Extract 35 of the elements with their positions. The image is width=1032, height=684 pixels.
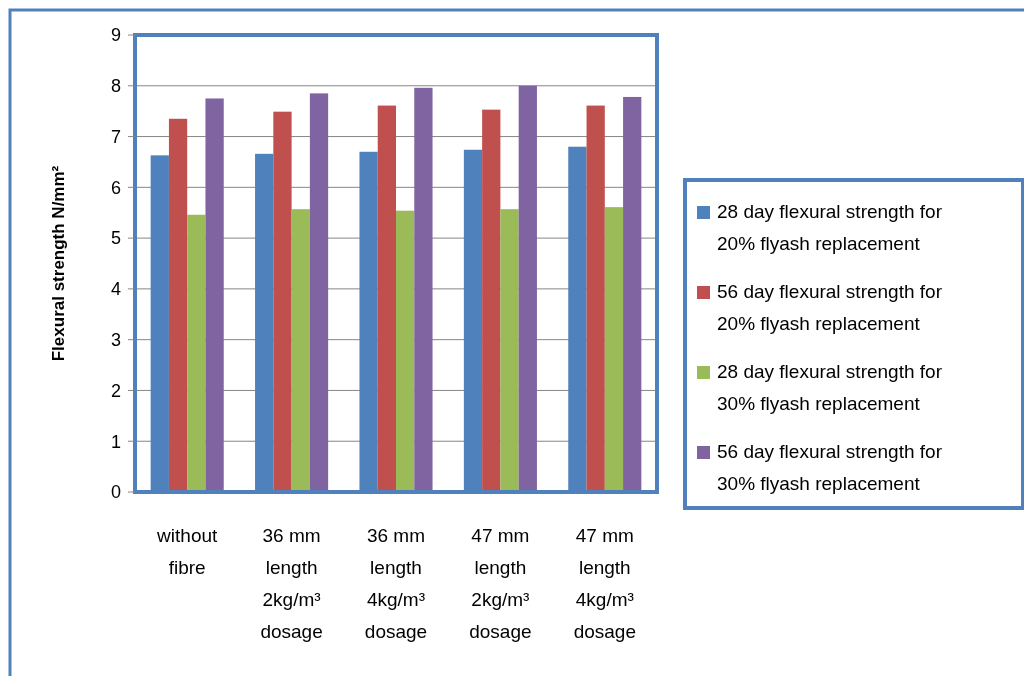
x-tick-label: 47 mm length 2kg/m³ dosage (469, 525, 532, 642)
y-tick-label: 4 (110, 279, 121, 300)
bar (518, 85, 537, 492)
x-tick-label: 47 mm length 4kg/m³ dosage (573, 525, 636, 642)
legend-label: 28 day flexural strength for 30% flyash replacement (717, 361, 943, 414)
legend-label: 28 day flexural strength for 20% flyash replacement (717, 201, 943, 254)
y-tick-label: 5 (110, 228, 121, 249)
y-axis-title: Flexural strength N/mm² (49, 165, 68, 362)
bar (623, 96, 642, 492)
bar (273, 111, 292, 492)
bar (309, 93, 329, 492)
bar (396, 210, 415, 492)
y-tick-label: 1 (110, 431, 121, 452)
bar (291, 209, 310, 492)
y-tick-label: 3 (110, 329, 121, 350)
legend-label: 56 day flexural strength for 30% flyash replacement (717, 441, 943, 494)
bar (205, 98, 224, 492)
x-tick-label: 36 mm length 2kg/m³ dosage (260, 525, 323, 642)
x-tick-label: 36 mm length 4kg/m³ dosage (364, 525, 428, 642)
bar (377, 105, 396, 492)
y-tick-label: 0 (110, 482, 121, 503)
bar (500, 209, 519, 492)
y-tick-label: 9 (110, 25, 121, 46)
y-tick-label: 6 (110, 177, 121, 198)
bar (482, 109, 501, 492)
legend-label: 56 day flexural strength for 20% flyash replacement (717, 281, 943, 334)
bar (586, 105, 605, 492)
x-tick-label: without fibre (156, 525, 219, 578)
bar (414, 87, 433, 492)
y-tick-label: 8 (110, 76, 121, 97)
y-tick-label: 7 (110, 126, 121, 147)
bar (168, 118, 188, 492)
bar (187, 214, 206, 492)
y-tick-label: 2 (110, 380, 121, 401)
bar (604, 207, 624, 492)
